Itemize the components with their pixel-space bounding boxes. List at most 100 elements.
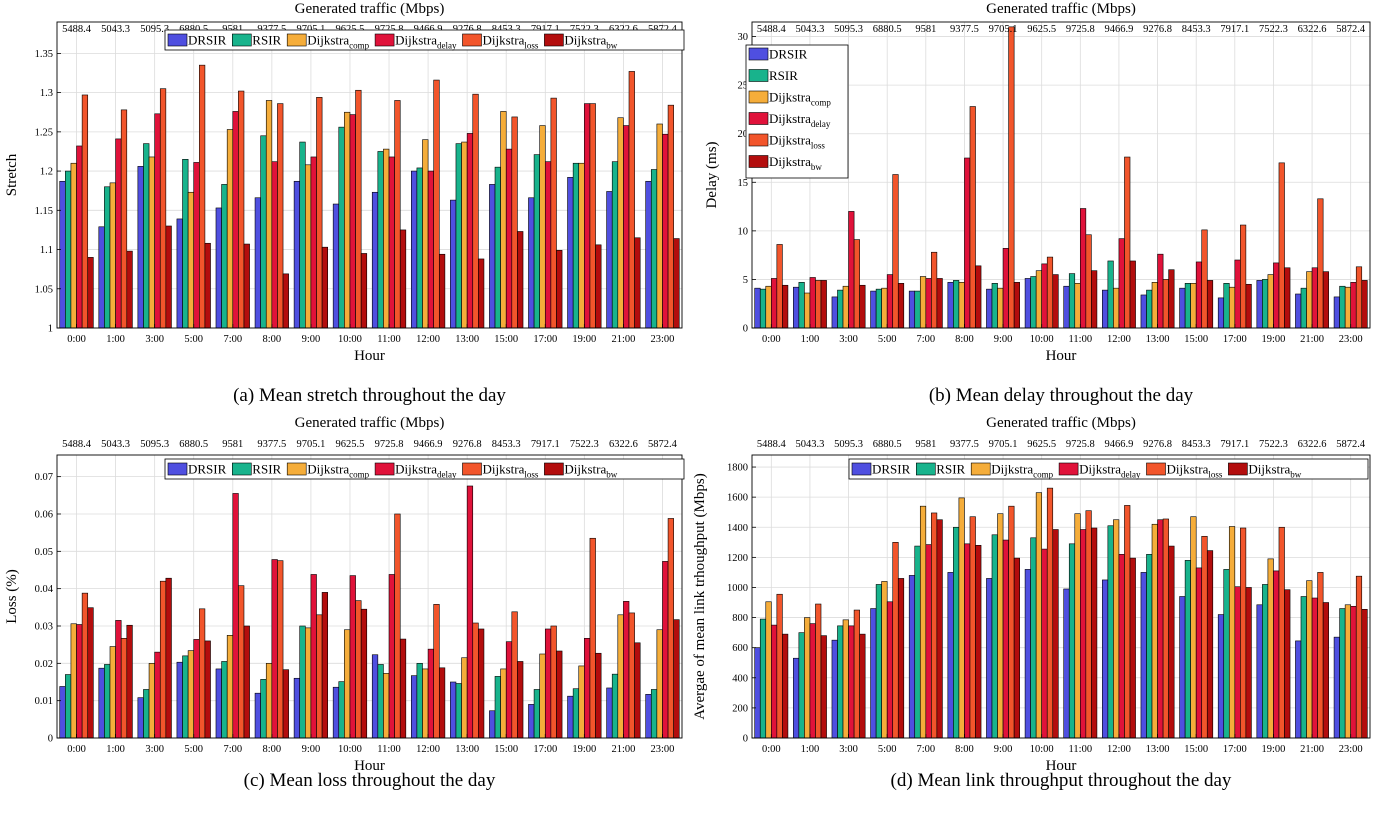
x-tick-label: 7:00 — [223, 744, 242, 755]
bar-Dijkstra_delay-8:00 — [964, 157, 971, 329]
bar-Dijkstra_bw-11:00 — [1091, 270, 1098, 329]
x-tick-label: 19:00 — [572, 744, 596, 755]
bar-Dijkstra_loss-17:00 — [1240, 224, 1247, 329]
bar-Dijkstra_comp-5:00 — [881, 581, 888, 739]
x-tick-label: 23:00 — [651, 744, 675, 755]
bar-DRSIR-7:00 — [215, 207, 222, 329]
bar-Dijkstra_loss-21:00 — [1317, 572, 1324, 739]
bar-Dijkstra_loss-12:00 — [1124, 505, 1131, 739]
bar-Dijkstra_bw-9:00 — [1013, 282, 1020, 329]
bar-Dijkstra_delay-17:00 — [1234, 259, 1241, 329]
legend-swatch — [748, 155, 769, 168]
legend-label: Dijkstrabw — [1248, 462, 1301, 480]
legend-entry-Dijkstra_delay: Dijkstradelay — [374, 33, 457, 51]
bar-Dijkstra_bw-23:00 — [673, 619, 680, 739]
top-tick-label: 9625.5 — [336, 439, 365, 450]
x-tick-label: 7:00 — [223, 334, 242, 345]
x-tick-label: 0:00 — [67, 744, 86, 755]
x-tick-label: 19:00 — [572, 334, 596, 345]
bar-Dijkstra_delay-13:00 — [466, 485, 474, 739]
bar-RSIR-3:00 — [143, 143, 150, 329]
bar-RSIR-10:00 — [338, 126, 345, 329]
bar-Dijkstra_comp-7:00 — [919, 505, 927, 739]
x-tick-label: 15:00 — [494, 744, 518, 755]
y-tick-label: 1 — [48, 324, 53, 335]
bar-Dijkstra_loss-13:00 — [1162, 279, 1169, 329]
bar-Dijkstra_bw-12:00 — [1129, 557, 1136, 739]
bar-Dijkstra_loss-13:00 — [472, 622, 479, 739]
bar-DRSIR-23:00 — [1333, 296, 1340, 329]
bars — [59, 64, 680, 329]
bar-Dijkstra_loss-5:00 — [199, 64, 206, 329]
bar-DRSIR-15:00 — [489, 710, 496, 739]
top-tick-label: 6880.5 — [873, 24, 902, 35]
bar-DRSIR-21:00 — [1295, 293, 1302, 329]
bar-DRSIR-1:00 — [793, 286, 800, 329]
bar-RSIR-17:00 — [533, 154, 540, 329]
bar-Dijkstra_bw-13:00 — [1168, 269, 1175, 329]
top-tick-label: 5043.3 — [796, 439, 825, 450]
bar-Dijkstra_comp-19:00 — [578, 665, 585, 739]
bar-DRSIR-19:00 — [1256, 604, 1263, 739]
bar-Dijkstra_delay-15:00 — [1195, 261, 1203, 329]
x-tick-label: 8:00 — [263, 334, 282, 345]
legend-entry-Dijkstra_comp: Dijkstracomp — [748, 90, 831, 108]
x-tick-label: 8:00 — [263, 744, 282, 755]
bar-Dijkstra_bw-9:00 — [1013, 557, 1020, 739]
bar-Dijkstra_bw-7:00 — [243, 625, 250, 739]
bar-Dijkstra_bw-17:00 — [556, 250, 563, 329]
top-tick-label: 5095.3 — [140, 439, 169, 450]
legend-label: Dijkstradelay — [395, 33, 457, 51]
x-tick-label: 9:00 — [994, 744, 1013, 755]
top-tick-label: 6880.5 — [179, 24, 208, 35]
bar-Dijkstra_bw-5:00 — [897, 578, 905, 739]
x-tick-label: 15:00 — [1184, 334, 1208, 345]
bar-Dijkstra_bw-19:00 — [595, 652, 602, 739]
x-tick-label: 5:00 — [878, 334, 897, 345]
bar-DRSIR-17:00 — [1217, 614, 1225, 739]
top-tick-label: 9725.8 — [1066, 24, 1095, 35]
top-tick-label: 5043.3 — [101, 439, 130, 450]
x-axis-label: Hour — [354, 348, 385, 364]
legend-entry-Dijkstra_loss: Dijkstraloss — [1146, 462, 1223, 480]
bar-DRSIR-9:00 — [986, 288, 993, 329]
bar-Dijkstra_bw-15:00 — [1206, 280, 1214, 329]
bar-RSIR-5:00 — [182, 159, 189, 329]
bar-Dijkstra_loss-19:00 — [589, 537, 596, 739]
bar-Dijkstra_delay-3:00 — [154, 651, 161, 739]
bar-Dijkstra_bw-23:00 — [673, 238, 680, 329]
bar-Dijkstra_loss-7:00 — [931, 251, 938, 329]
chart-panel-3: 0 200 400 600 800 1000 1200 1400 1600 1800 0:00 548… — [692, 415, 1371, 791]
x-tick-label: 11:00 — [1069, 744, 1093, 755]
bar-RSIR-5:00 — [875, 288, 882, 329]
bar-Dijkstra_delay-23:00 — [662, 133, 669, 329]
bar-RSIR-21:00 — [1300, 596, 1307, 739]
bar-Dijkstra_comp-0:00 — [765, 601, 772, 739]
bar-DRSIR-13:00 — [1140, 294, 1147, 329]
legend-entry-Dijkstra_delay: Dijkstradelay — [374, 462, 457, 480]
x-tick-label: 0:00 — [762, 334, 781, 345]
bar-DRSIR-0:00 — [59, 686, 66, 739]
bar-RSIR-9:00 — [299, 141, 306, 329]
bar-Dijkstra_loss-15:00 — [1201, 229, 1208, 329]
legend-swatch — [851, 462, 872, 476]
legend-label: Dijkstrabw — [564, 33, 617, 51]
top-tick-label: 7522.3 — [570, 439, 599, 450]
bar-RSIR-12:00 — [1107, 525, 1114, 739]
bar-Dijkstra_loss-3:00 — [159, 580, 167, 739]
bar-DRSIR-1:00 — [98, 226, 105, 329]
bar-Dijkstra_loss-8:00 — [277, 560, 284, 739]
bar-DRSIR-8:00 — [947, 572, 954, 739]
bar-Dijkstra_delay-10:00 — [1041, 263, 1048, 329]
legend: DRSIR RSIR Dijkstracomp Dijkstradelay Dijkst… — [848, 458, 1369, 480]
bar-Dijkstra_delay-8:00 — [271, 161, 278, 329]
top-tick-label: 5488.4 — [757, 24, 787, 35]
bar-Dijkstra_loss-12:00 — [1124, 156, 1131, 329]
bar-RSIR-13:00 — [1146, 554, 1153, 739]
bar-Dijkstra_delay-17:00 — [544, 161, 552, 329]
figure-caption: (d) Mean link throughput throughout the … — [891, 770, 1232, 791]
legend-label: Dijkstraloss — [1166, 462, 1222, 480]
bar-DRSIR-0:00 — [59, 180, 66, 329]
legend-swatch — [970, 462, 991, 476]
bar-DRSIR-0:00 — [754, 287, 761, 329]
